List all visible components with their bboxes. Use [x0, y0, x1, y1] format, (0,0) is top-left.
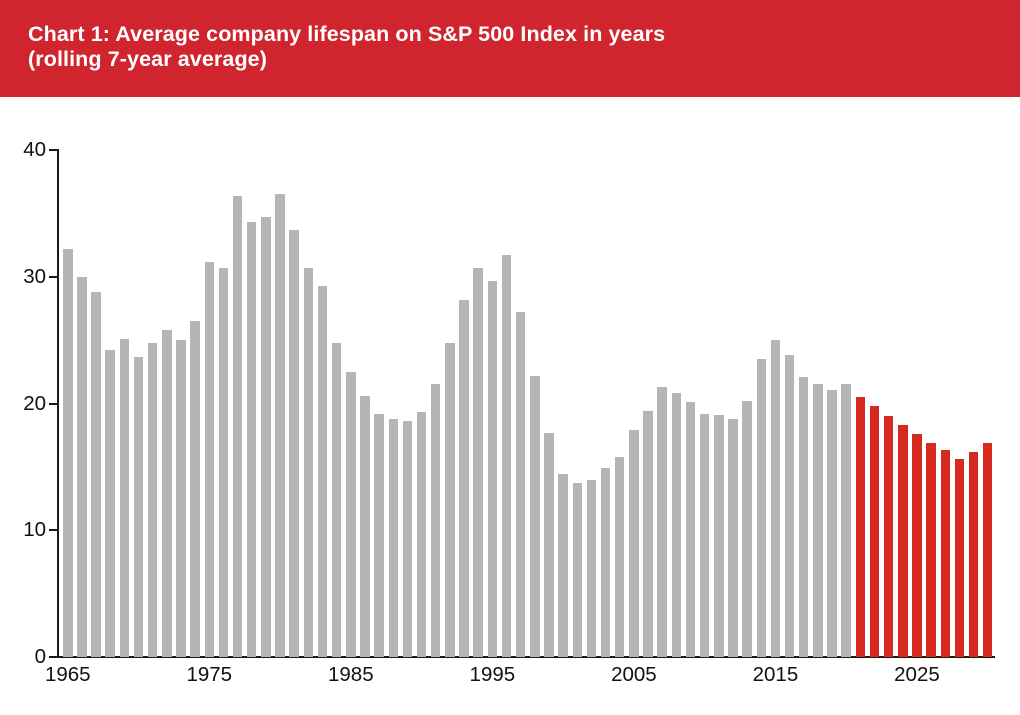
bar-2008 — [671, 393, 682, 657]
y-tick-40 — [49, 149, 57, 151]
bar-1978 — [246, 222, 257, 657]
bar-2017 — [798, 376, 809, 657]
y-axis-label-10: 10 — [23, 518, 46, 542]
bar-2022 — [869, 406, 880, 657]
bar-1969 — [119, 338, 130, 657]
bar-1977 — [232, 195, 243, 657]
bar-2019 — [827, 389, 837, 657]
bar-1996 — [501, 255, 512, 657]
bar-2024 — [898, 425, 908, 657]
bar-1971 — [147, 342, 158, 657]
y-tick-30 — [49, 275, 57, 278]
bar-2013 — [742, 400, 752, 657]
y-tick-10 — [49, 529, 57, 532]
y-axis-label-40: 40 — [23, 138, 46, 161]
bar-2005 — [629, 430, 639, 657]
bar-1976 — [218, 267, 229, 657]
bar-2021 — [855, 397, 866, 657]
bar-1970 — [133, 356, 144, 657]
bar-2004 — [614, 456, 625, 657]
bar-2030 — [982, 442, 993, 657]
y-tick-0 — [49, 656, 57, 658]
bar-1988 — [388, 418, 399, 657]
bar-1979 — [261, 217, 271, 657]
bar-2012 — [728, 418, 738, 657]
bar-1966 — [77, 276, 87, 657]
bar-2009 — [685, 402, 696, 657]
bar-1972 — [162, 329, 172, 657]
bar-1981 — [289, 229, 299, 657]
x-axis-label-1965: 1965 — [44, 663, 91, 686]
bar-2002 — [586, 479, 597, 657]
bar-1980 — [275, 194, 285, 657]
bar-2007 — [657, 387, 667, 657]
bar-1990 — [416, 412, 427, 657]
y-axis-label-30: 30 — [23, 264, 46, 288]
bar-2001 — [572, 483, 583, 657]
x-axis-label-2025: 2025 — [894, 663, 940, 686]
bar-1968 — [105, 350, 115, 657]
bar-1991 — [430, 384, 441, 657]
bar-1973 — [176, 340, 186, 657]
bar-2011 — [714, 414, 724, 657]
x-axis-line — [57, 656, 995, 658]
y-tick-20 — [49, 402, 57, 405]
x-axis-label-1995: 1995 — [469, 663, 516, 686]
bar-2020 — [841, 384, 851, 657]
bar-1967 — [91, 291, 101, 657]
bar-2000 — [558, 474, 568, 657]
bar-1986 — [360, 395, 370, 657]
y-axis-line — [57, 149, 59, 658]
bar-2029 — [968, 451, 979, 657]
bar-2028 — [954, 459, 965, 657]
bar-2010 — [699, 413, 710, 657]
bar-1992 — [445, 342, 455, 657]
bar-2026 — [926, 442, 936, 657]
chart-title-line1: Chart 1: Average company lifespan on S&P… — [28, 22, 666, 46]
y-axis-label-20: 20 — [23, 391, 46, 415]
bar-2015 — [770, 340, 781, 657]
x-axis-label-2005: 2005 — [611, 663, 657, 686]
bar-2014 — [756, 359, 767, 657]
x-axis-label-2015: 2015 — [752, 663, 799, 686]
bar-1982 — [303, 267, 314, 657]
bar-1984 — [331, 342, 342, 657]
header-banner: Chart 1: Average company lifespan on S&P… — [0, 0, 1020, 97]
bar-1999 — [544, 432, 554, 657]
bar-2016 — [784, 355, 795, 657]
bar-1994 — [473, 267, 483, 657]
bar-1974 — [190, 321, 200, 657]
bar-1995 — [487, 280, 498, 657]
bar-1965 — [63, 248, 73, 657]
bar-1987 — [374, 413, 384, 657]
bar-1975 — [204, 261, 215, 657]
bar-1997 — [515, 312, 526, 657]
bar-1983 — [317, 285, 328, 657]
x-axis-label-1975: 1975 — [186, 663, 233, 686]
bar-2003 — [600, 468, 611, 657]
chart-title-line2: (rolling 7-year average) — [28, 47, 267, 71]
bar-1993 — [459, 299, 469, 657]
bar-2023 — [883, 416, 894, 657]
x-axis-label-1985: 1985 — [328, 663, 374, 686]
bar-2025 — [912, 433, 922, 657]
chart-title: Chart 1: Average company lifespan on S&P… — [28, 22, 665, 72]
bar-1989 — [402, 421, 413, 657]
y-axis-label-0: 0 — [34, 645, 46, 668]
bar-2006 — [643, 411, 653, 657]
lifespan-bar-chart: 0 10 20 30 40 1965 1975 1985 1995 2005 2015 2025 — [0, 97, 1020, 715]
bar-1985 — [346, 371, 356, 657]
bar-2018 — [813, 384, 823, 657]
bar-1998 — [530, 375, 540, 657]
bar-2027 — [940, 450, 951, 657]
